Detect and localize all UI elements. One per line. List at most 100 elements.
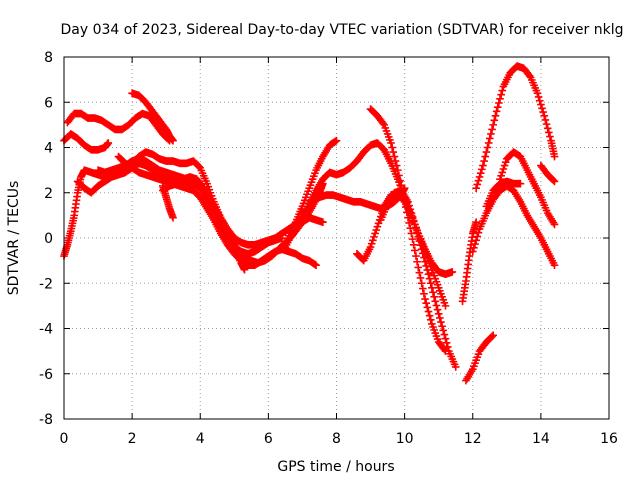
series-20 — [482, 177, 525, 211]
data-point — [417, 245, 426, 254]
data-point — [434, 283, 443, 292]
data-point — [490, 116, 499, 125]
data-point — [304, 187, 312, 196]
plot-frame — [63, 56, 610, 420]
data-point — [484, 139, 493, 147]
data-point — [415, 268, 424, 277]
data-point — [501, 158, 510, 167]
data-point — [169, 136, 177, 145]
data-point — [474, 228, 483, 237]
x-tick-label: 10 — [396, 431, 414, 447]
data-point — [495, 99, 503, 107]
data-point — [543, 124, 552, 133]
data-point — [386, 136, 394, 144]
series-0 — [60, 130, 113, 154]
data-point — [398, 187, 407, 196]
x-tick-label: 4 — [196, 431, 205, 447]
data-point — [421, 257, 429, 266]
data-point — [538, 104, 546, 113]
series-7 — [128, 89, 177, 145]
data-point — [550, 261, 559, 269]
data-point — [545, 128, 553, 137]
data-point — [407, 229, 416, 238]
data-point — [438, 293, 446, 301]
data-point — [433, 305, 442, 314]
data-point — [489, 331, 497, 340]
data-point — [472, 218, 480, 226]
data-point — [306, 181, 315, 190]
data-point — [480, 157, 488, 165]
data-point — [472, 236, 480, 245]
series-16 — [462, 331, 497, 385]
data-point — [497, 171, 505, 180]
data-point — [481, 152, 490, 161]
x-tick-label: 8 — [332, 431, 341, 447]
y-tick-label: 2 — [44, 186, 53, 202]
data-point — [493, 103, 502, 111]
y-tick-label: -6 — [39, 367, 53, 383]
x-tick-label: 0 — [60, 431, 69, 447]
data-point — [448, 268, 457, 276]
data-point — [415, 237, 424, 245]
data-point — [391, 157, 400, 165]
data-point — [332, 136, 341, 145]
data-point — [203, 179, 211, 188]
data-point — [412, 252, 420, 260]
data-point — [539, 108, 547, 116]
data-point — [406, 205, 415, 214]
data-point — [430, 271, 438, 280]
x-tick-label: 16 — [600, 431, 618, 447]
series-15 — [458, 218, 480, 306]
series-13 — [376, 186, 460, 371]
data-point — [550, 177, 559, 186]
data-point — [534, 93, 543, 101]
data-point — [383, 130, 392, 138]
chart-title: Day 034 of 2023, Sidereal Day-to-day VTE… — [61, 22, 624, 38]
data-point — [468, 365, 477, 374]
data-point — [440, 330, 449, 339]
data-point — [433, 335, 442, 343]
data-point — [432, 277, 441, 286]
data-point — [479, 161, 487, 170]
data-point — [370, 233, 378, 241]
series-21 — [537, 161, 559, 186]
data-point — [433, 280, 442, 289]
data-point — [394, 166, 402, 174]
y-tick-label: 6 — [44, 95, 53, 111]
x-tick-label: 14 — [532, 431, 550, 447]
data-point — [533, 89, 542, 97]
data-point — [474, 350, 483, 358]
data-point — [425, 274, 434, 283]
x-axis-tick-labels: 0 2 4 6 8 10 12 14 16 — [60, 431, 618, 447]
data-point — [439, 326, 448, 335]
data-point — [422, 299, 430, 308]
data-point — [496, 95, 504, 103]
data-point — [373, 222, 382, 231]
data-point — [429, 288, 437, 297]
x-tick-label: 12 — [464, 431, 482, 447]
data-point — [411, 246, 419, 255]
data-point — [311, 169, 319, 177]
data-point — [369, 236, 377, 245]
data-point — [423, 303, 432, 312]
series-10 — [281, 184, 409, 251]
data-point — [366, 243, 375, 251]
data-point — [516, 179, 525, 188]
data-point — [550, 152, 559, 161]
data-point — [440, 299, 449, 307]
data-point — [421, 295, 429, 303]
data-point — [424, 256, 433, 265]
data-point — [428, 320, 436, 328]
data-point — [441, 302, 450, 310]
data-point — [302, 193, 310, 202]
data-point — [308, 175, 317, 183]
data-point — [441, 334, 450, 343]
series-5 — [114, 152, 320, 269]
data-point — [436, 286, 444, 295]
data-point — [312, 261, 320, 269]
data-point — [389, 148, 398, 156]
data-point — [474, 176, 483, 185]
data-point — [300, 196, 309, 205]
data-point — [471, 359, 479, 367]
